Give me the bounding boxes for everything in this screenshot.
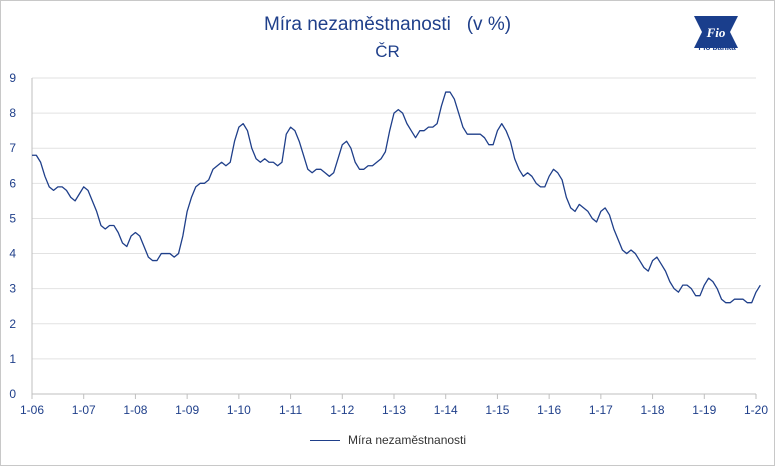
x-tick-label: 1-13	[382, 403, 406, 417]
y-tick-label: 6	[9, 176, 16, 190]
y-tick-label: 9	[9, 71, 16, 85]
y-tick-label: 3	[9, 282, 16, 296]
logo-text: Fio banka	[698, 43, 736, 52]
x-tick-label: 1-19	[692, 403, 716, 417]
x-tick-label: 1-12	[330, 403, 354, 417]
x-tick-label: 1-15	[485, 403, 509, 417]
logo-mark-text: Fio	[706, 25, 726, 40]
gridlines	[31, 77, 756, 395]
y-tick-label: 1	[9, 352, 16, 366]
x-tick-label: 1-17	[589, 403, 613, 417]
x-tick-label: 1-11	[279, 403, 302, 417]
y-axis-ticks: 0 1 2 3 4 5 6 7 8 9	[9, 71, 16, 401]
x-tick-label: 1-18	[641, 403, 665, 417]
series-lines	[32, 91, 761, 304]
fio-logo: Fio	[692, 12, 740, 54]
x-tick-label: 1-08	[123, 403, 147, 417]
series-line-0	[32, 91, 761, 304]
legend-line-swatch	[310, 439, 340, 441]
y-tick-label: 5	[9, 211, 16, 225]
x-tick-label: 1-06	[20, 403, 44, 417]
x-tick-label: 1-14	[434, 403, 458, 417]
x-tick-label: 1-16	[537, 403, 561, 417]
y-tick-label: 2	[9, 317, 16, 331]
legend: Míra nezaměstnanosti	[310, 433, 466, 447]
legend-label: Míra nezaměstnanosti	[348, 433, 467, 447]
y-tick-label: 0	[9, 387, 16, 401]
x-tick-label: 1-10	[227, 403, 251, 417]
x-tick-label: 1-09	[175, 403, 199, 417]
x-tick-label: 1-07	[72, 403, 96, 417]
chart-subtitle: ČR	[375, 42, 400, 61]
chart-title: Míra nezaměstnanosti (v %)	[263, 14, 512, 35]
y-tick-label: 8	[9, 106, 16, 120]
x-tick-label: 1-20	[744, 403, 768, 417]
y-tick-label: 7	[9, 141, 16, 155]
x-axis-ticks: 1-06 1-07 1-08 1-09 1-10 1-11 1-12 1-13 1-14 1-15…	[20, 394, 768, 417]
y-tick-label: 4	[9, 247, 16, 261]
